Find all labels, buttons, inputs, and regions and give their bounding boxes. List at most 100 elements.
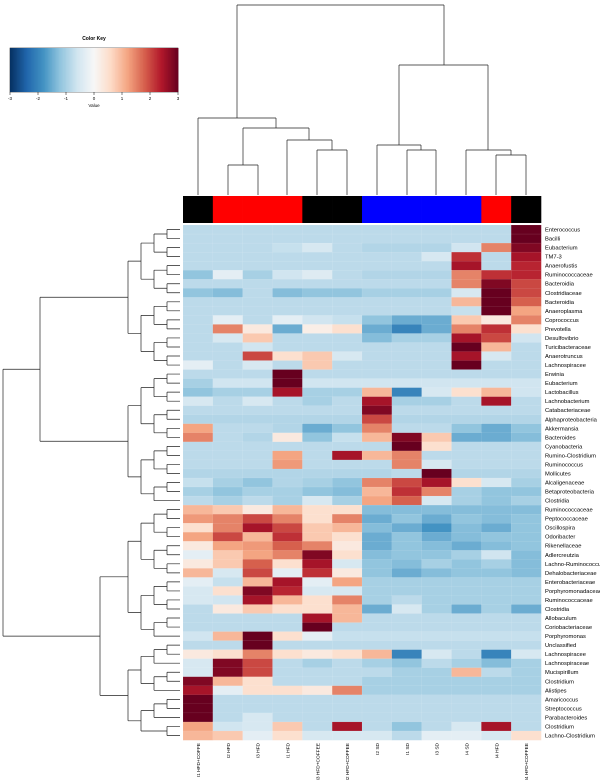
cell xyxy=(182,378,214,389)
cell xyxy=(302,595,333,605)
cell xyxy=(451,721,482,732)
color-key-band xyxy=(85,48,88,92)
color-key-band xyxy=(141,48,144,92)
cell xyxy=(272,721,303,732)
color-key-tick-label: -1 xyxy=(64,96,68,101)
cell xyxy=(511,604,542,614)
cell xyxy=(212,712,244,723)
cell xyxy=(511,242,542,253)
cell xyxy=(242,486,273,497)
cell xyxy=(242,730,273,741)
group-color xyxy=(212,196,243,223)
cell xyxy=(451,333,482,343)
cell xyxy=(511,333,542,343)
color-key-band xyxy=(81,48,84,92)
cell xyxy=(451,414,482,425)
cell xyxy=(242,685,273,696)
color-key-band xyxy=(162,48,165,92)
row-label: Peptococcaceae xyxy=(545,517,588,523)
cell xyxy=(511,495,542,506)
cell xyxy=(481,450,512,461)
cell xyxy=(511,360,542,371)
color-key-band xyxy=(33,48,36,92)
row-label: Enterobacteriaceae xyxy=(545,580,595,586)
cell xyxy=(212,405,244,416)
cell xyxy=(451,586,482,596)
cell xyxy=(242,423,273,434)
cell xyxy=(182,450,214,461)
cell xyxy=(212,513,244,524)
cell xyxy=(361,523,393,533)
cell xyxy=(421,586,452,596)
cell xyxy=(302,260,333,271)
color-key-band xyxy=(36,48,39,92)
cell xyxy=(481,703,512,714)
color-key-band xyxy=(43,48,46,92)
color-key-band xyxy=(123,48,126,92)
cell xyxy=(332,414,363,425)
row-label: Ruminococcus xyxy=(545,462,583,468)
cell xyxy=(302,721,333,732)
color-key-band xyxy=(152,48,155,92)
cell xyxy=(242,541,273,551)
color-key-band xyxy=(54,48,57,92)
cell xyxy=(511,513,542,524)
color-key-label: Value xyxy=(88,103,100,108)
cell xyxy=(272,550,303,560)
cell xyxy=(391,260,423,271)
cell xyxy=(302,703,333,714)
color-key-band xyxy=(52,48,54,92)
cell xyxy=(182,640,214,651)
cell xyxy=(272,432,303,443)
cell xyxy=(212,658,244,669)
cell xyxy=(332,568,363,578)
row-label: Porphyromonas xyxy=(545,634,586,640)
row-label: Catabacteriaceae xyxy=(545,408,590,414)
cell xyxy=(332,658,363,669)
cell xyxy=(421,685,452,696)
cell xyxy=(272,532,303,542)
cell xyxy=(481,414,512,425)
cell xyxy=(451,270,482,280)
cell xyxy=(511,541,542,551)
cell xyxy=(272,351,303,361)
cell xyxy=(302,432,333,443)
cell xyxy=(272,676,303,687)
color-key-band xyxy=(21,48,23,92)
cell xyxy=(272,568,303,578)
row-label: Rumino-Clostridium xyxy=(545,453,596,459)
cell xyxy=(272,613,303,623)
color-key-tick-label: -2 xyxy=(36,96,40,101)
cell xyxy=(481,260,512,271)
cell xyxy=(421,242,452,253)
cell xyxy=(182,559,214,569)
cell xyxy=(391,441,423,452)
cell xyxy=(302,315,333,325)
cell xyxy=(242,513,273,524)
color-key-tick-label: -3 xyxy=(8,96,12,101)
cell xyxy=(272,360,303,371)
cell xyxy=(451,568,482,578)
cell xyxy=(332,550,363,560)
cell xyxy=(212,613,244,623)
cell xyxy=(332,387,363,398)
cell xyxy=(451,658,482,669)
cell xyxy=(182,315,214,325)
color-key-band xyxy=(75,48,78,92)
color-key-band xyxy=(18,48,21,92)
cell xyxy=(272,369,303,380)
cell xyxy=(391,369,423,380)
cell xyxy=(302,495,333,506)
cell xyxy=(272,712,303,723)
cell xyxy=(451,450,482,461)
color-key-band xyxy=(164,48,166,92)
color-key-band xyxy=(94,48,96,92)
cell xyxy=(212,324,244,334)
row-label: Ruminococcaceae xyxy=(545,508,593,514)
cell xyxy=(272,387,303,398)
cell xyxy=(302,297,333,307)
cell xyxy=(242,667,273,678)
cell xyxy=(451,495,482,506)
cell xyxy=(361,721,393,732)
cell xyxy=(511,613,542,623)
